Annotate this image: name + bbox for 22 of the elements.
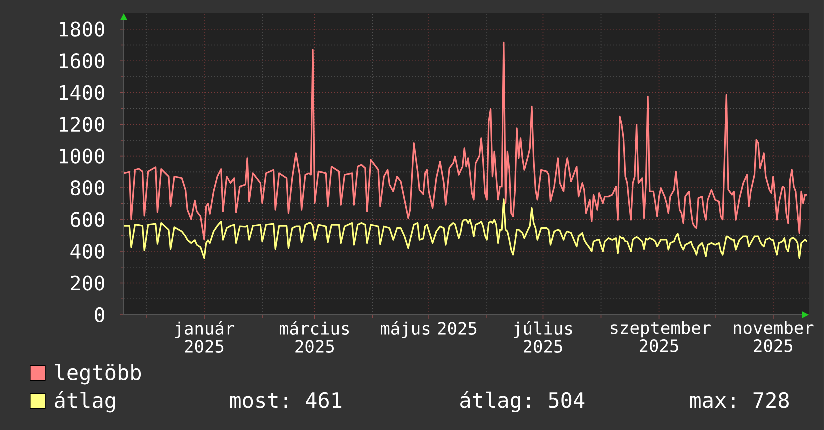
x-tick-label: május 2025 [381,321,477,338]
text: max: 728 [690,392,789,408]
legend-label: átlag [55,391,116,413]
x-tick-label: szeptember 2025 [611,321,711,352]
y-tick-label: 1200 [60,117,105,132]
y-tick-label: 400 [70,244,105,260]
x-tick-label: november 2025 [734,321,814,352]
y-tick-label: 1600 [60,54,105,69]
y-tick-label: 1000 [60,148,105,164]
y-tick-label: 0 [95,307,105,323]
y-tick-label: 600 [70,212,105,228]
text: átlag: 504 [460,391,585,413]
legend-label: legtöbb [55,364,142,385]
y-tick-label: 1800 [60,22,105,37]
x-tick-label: március 2025 [280,321,350,354]
text: most: 461 [230,392,342,408]
y-tick-label: 800 [70,180,105,196]
x-tick-label: július 2025 [514,321,572,354]
x-tick-label: január 2025 [175,321,235,354]
y-tick-label: 200 [71,276,105,291]
line-series [124,42,808,241]
y-tick-label: 1400 [60,85,105,100]
